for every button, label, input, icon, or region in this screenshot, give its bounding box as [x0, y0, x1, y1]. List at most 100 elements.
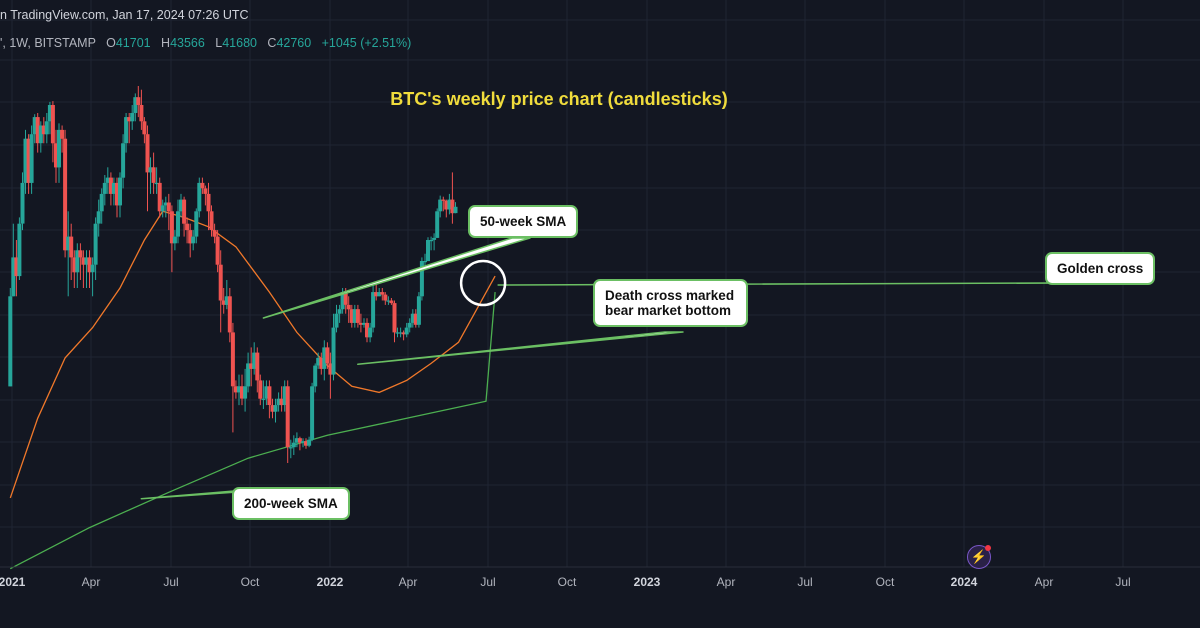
candle-body — [84, 257, 89, 265]
annotation-sma50: 50-week SMA — [468, 205, 579, 238]
candle-body — [438, 199, 443, 212]
candle-up — [44, 113, 49, 144]
candle-down — [450, 172, 455, 224]
candle-body — [127, 117, 132, 122]
candle-body — [54, 143, 58, 168]
candle-up — [429, 236, 434, 251]
candle-body — [258, 380, 263, 399]
candle-down — [142, 117, 147, 144]
candle-up — [273, 398, 278, 423]
candle-body — [154, 182, 159, 185]
candle-body — [50, 105, 55, 144]
candle-up — [121, 134, 126, 189]
candle-body — [142, 121, 147, 135]
candlestick-series — [8, 86, 458, 463]
candle-body — [60, 129, 65, 139]
candle-down — [212, 223, 217, 244]
candle-up — [435, 208, 440, 238]
lightning-icon[interactable]: ⚡ — [967, 545, 991, 569]
candle-body — [96, 211, 101, 224]
candle-body — [249, 363, 254, 369]
candle-down — [383, 292, 388, 305]
candle-body — [136, 97, 141, 105]
candle-body — [416, 296, 421, 325]
candle-down — [358, 313, 363, 333]
candle-up — [322, 340, 327, 381]
candle-body — [221, 300, 226, 305]
candle-up — [282, 380, 287, 412]
candle-down — [380, 288, 385, 301]
candle-body — [191, 236, 196, 244]
high-key: H — [161, 36, 171, 50]
candle-up — [11, 223, 16, 297]
candle-body — [35, 117, 40, 144]
candle-body — [121, 143, 126, 178]
candle-down — [60, 125, 65, 153]
candle-down — [328, 352, 333, 399]
candle-body — [368, 327, 373, 338]
candle-body — [41, 125, 46, 135]
candle-up — [419, 257, 424, 301]
candle-up — [276, 392, 281, 412]
candle-down — [78, 243, 83, 280]
candle-up — [395, 327, 400, 338]
candle-body — [47, 105, 52, 122]
candle-up — [163, 196, 168, 218]
candle-down — [35, 113, 40, 153]
candle-up — [453, 202, 458, 214]
candle-down — [413, 309, 418, 328]
candle-down — [349, 304, 354, 328]
candle-body — [279, 398, 284, 406]
candle-down — [115, 177, 119, 218]
chart-title: BTC's weekly price chart (candlesticks) — [390, 89, 728, 109]
candle-up — [124, 113, 129, 153]
candle-body — [8, 296, 13, 387]
candle-up — [38, 121, 43, 153]
candle-down — [270, 398, 275, 419]
candle-down — [230, 322, 235, 433]
candle-body — [29, 134, 34, 183]
candle-body — [316, 357, 321, 366]
candle-body — [172, 236, 177, 244]
candle-up — [130, 105, 135, 130]
candle-up — [224, 280, 229, 310]
candle-up — [160, 199, 165, 218]
candle-up — [368, 322, 373, 343]
candle-body — [355, 309, 360, 323]
candle-down — [392, 300, 397, 343]
candle-up — [32, 114, 37, 144]
candle-up — [90, 257, 95, 297]
candle-body — [218, 264, 223, 301]
candle-body — [435, 211, 440, 238]
candle-up — [316, 352, 321, 369]
candle-down — [304, 438, 308, 449]
candle-down — [182, 196, 187, 237]
x-tick-2021: 2021 — [0, 575, 26, 589]
x-tick-apr-2022: Apr — [398, 575, 418, 589]
candle-up — [194, 208, 199, 244]
candle-up — [93, 217, 98, 280]
candle-up — [252, 342, 257, 375]
candle-up — [386, 296, 391, 305]
candle-down — [255, 347, 260, 393]
candle-up — [337, 304, 342, 323]
sma-50-line — [9, 210, 496, 499]
candle-body — [426, 240, 430, 262]
candle-body — [133, 97, 138, 113]
candle-body — [453, 206, 458, 214]
candle-body — [282, 386, 287, 405]
candle-body — [349, 309, 354, 323]
candle-up — [291, 435, 296, 455]
candle-body — [407, 322, 412, 328]
candle-up — [313, 363, 318, 393]
close-value: 42760 — [276, 36, 312, 50]
candle-body — [206, 193, 211, 212]
candle-up — [371, 284, 376, 333]
candle-body — [328, 363, 333, 375]
x-tick-apr-2024: Apr — [1034, 575, 1054, 589]
candle-body — [160, 205, 165, 212]
candle-up — [243, 368, 248, 412]
candle-body — [26, 138, 31, 183]
candle-body — [389, 300, 394, 304]
